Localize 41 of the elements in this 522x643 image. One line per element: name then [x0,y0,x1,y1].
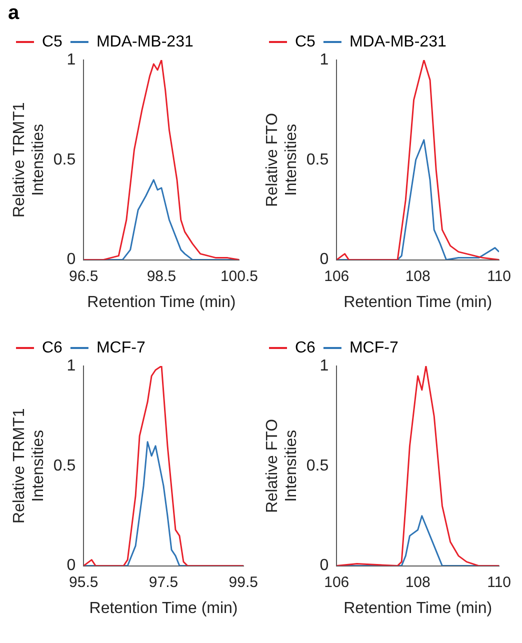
x-axis-title: Retention Time (min) [344,294,492,311]
x-tick-label: 100.5 [220,268,258,285]
legend-label: C6 [295,339,316,356]
y-tick-label: 0.5 [306,151,329,168]
y-tick-label: 0 [66,557,76,574]
x-axis-title: Retention Time (min) [344,600,492,617]
x-tick-label: 98.5 [146,268,176,285]
y-tick-label: 0 [66,251,76,268]
legend-label: MDA-MB-231 [96,33,194,50]
x-axis-title: Retention Time (min) [87,294,236,311]
y-tick-label: 0 [320,557,329,574]
y-tick-label: 1 [66,357,76,374]
legend-label: C6 [42,339,63,356]
y-tick-label: 0.5 [53,457,76,474]
x-tick-label: 96.5 [69,268,98,285]
x-tick-label: 106 [324,268,350,285]
legend-label: MDA-MB-231 [349,33,446,50]
y-tick-label: 1 [320,357,329,374]
x-tick-label: 110 [487,574,512,591]
x-tick-label: 108 [405,268,430,285]
x-tick-label: 108 [405,574,430,591]
y-tick-label: 1 [66,51,76,68]
y-tick-label: 0.5 [53,151,76,168]
text: a [8,2,20,26]
x-tick-label: 97.5 [148,574,178,591]
x-tick-label: 106 [324,574,350,591]
y-axis-title: Relative FTO Intensities [264,418,300,513]
y-tick-label: 1 [320,51,329,68]
y-tick-label: 0 [320,251,329,268]
x-tick-label: 99.5 [228,574,258,591]
legend-label: MCF-7 [349,339,398,356]
legend-label: MCF-7 [96,339,146,356]
y-axis-title: Relative TRMT1 Intensities [11,102,48,218]
y-axis-title: Relative TRMT1 Intensities [11,408,48,524]
legend-label: C5 [42,33,63,50]
y-tick-label: 0.5 [306,457,329,474]
x-axis-title: Retention Time (min) [89,600,238,617]
legend-label: C5 [295,33,316,50]
x-tick-label: 95.5 [69,574,98,591]
y-axis-title: Relative FTO Intensities [264,112,300,207]
x-tick-label: 110 [487,268,512,285]
